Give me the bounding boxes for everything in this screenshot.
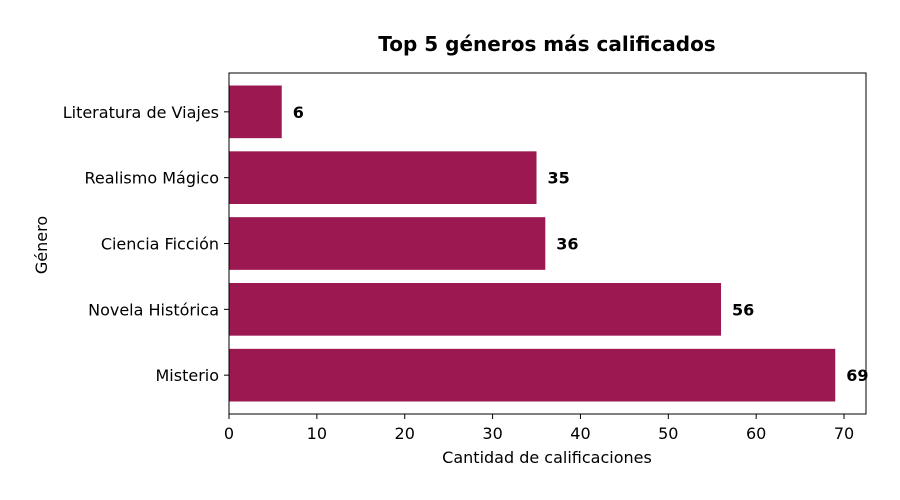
value-label-1: 56 xyxy=(732,300,754,319)
value-label-2: 36 xyxy=(556,235,578,254)
bar-3 xyxy=(229,151,537,205)
x-tick-label-6: 60 xyxy=(746,424,766,443)
plot-frame xyxy=(228,72,867,415)
value-label-3: 35 xyxy=(548,169,570,188)
x-tick-label-4: 40 xyxy=(570,424,590,443)
y-tick-label-1: Novela Histórica xyxy=(88,300,219,319)
bar-1 xyxy=(229,282,722,336)
y-tick-label-0: Misterio xyxy=(155,366,219,385)
bar-0 xyxy=(229,348,836,402)
value-label-0: 69 xyxy=(846,366,868,385)
bar-2 xyxy=(229,217,546,270)
x-tick-label-5: 50 xyxy=(658,424,678,443)
y-tick-label-2: Ciencia Ficción xyxy=(101,235,219,254)
x-axis-label: Cantidad de calificaciones xyxy=(442,448,652,467)
y-tick-labels: Misterio Novela Histórica Ciencia Ficción R… xyxy=(63,103,229,385)
x-tick-label-1: 10 xyxy=(307,424,327,443)
value-label-4: 6 xyxy=(293,103,304,122)
x-ticks: 0 10 20 30 40 50 60 70 xyxy=(224,414,854,443)
y-axis-label: Género xyxy=(32,216,51,274)
y-tick-label-4: Literatura de Viajes xyxy=(63,103,219,122)
bar-4 xyxy=(229,85,282,139)
bars-group xyxy=(229,85,836,402)
value-labels: 69 56 36 35 6 xyxy=(293,103,869,385)
x-tick-label-3: 30 xyxy=(482,424,502,443)
x-tick-label-7: 70 xyxy=(834,424,854,443)
x-tick-label-2: 20 xyxy=(395,424,415,443)
x-tick-label-0: 0 xyxy=(224,424,234,443)
y-tick-label-3: Realismo Mágico xyxy=(84,169,219,188)
chart-title: Top 5 géneros más calificados xyxy=(378,32,715,56)
